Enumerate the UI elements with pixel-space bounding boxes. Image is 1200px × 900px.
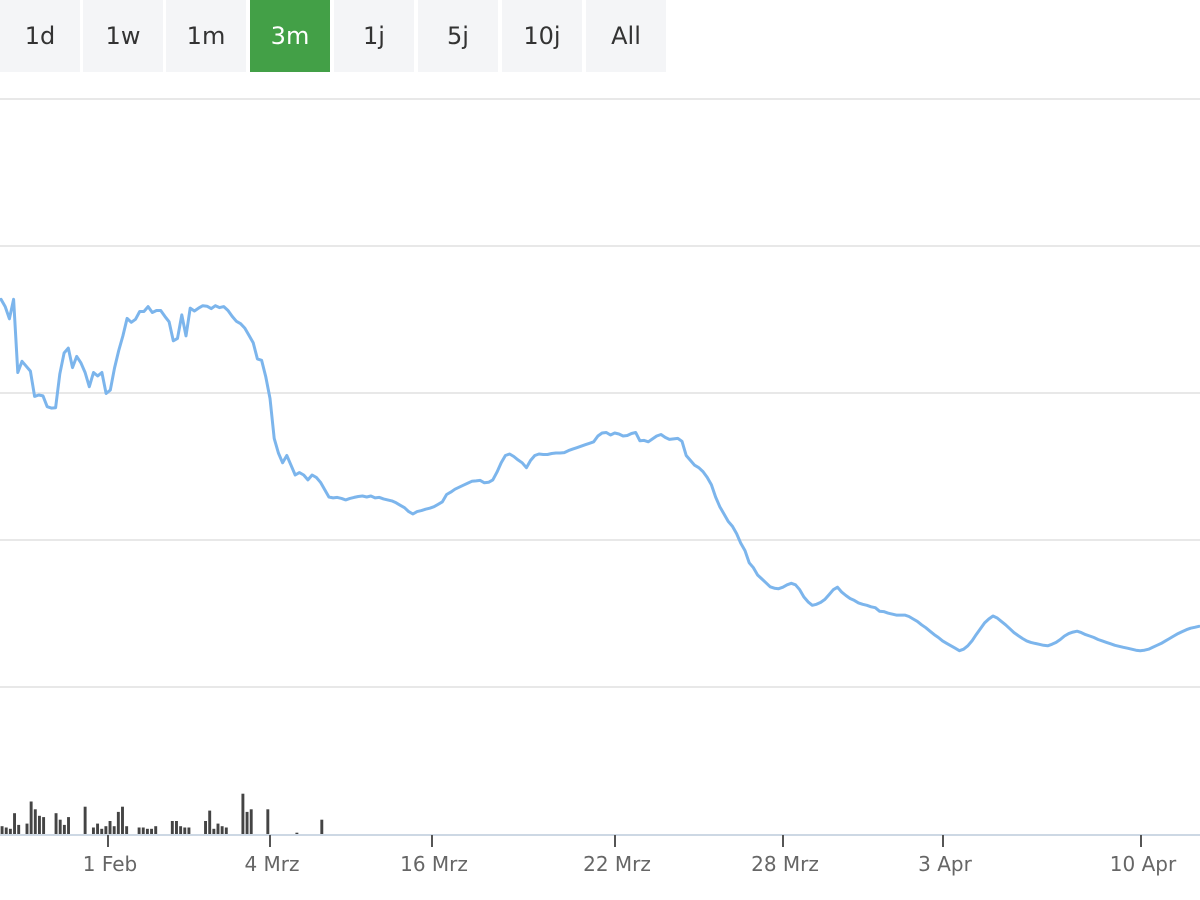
volume-bar — [100, 828, 104, 834]
volume-bar — [249, 809, 253, 834]
volume-bar — [208, 810, 212, 834]
volume-bar — [154, 826, 158, 834]
range-button-3m[interactable]: 3m — [250, 0, 330, 72]
x-tick-label: 28 Mrz — [751, 852, 819, 876]
price-series — [0, 297, 1200, 653]
volume-bar — [37, 815, 41, 834]
range-button-1d[interactable]: 1d — [0, 0, 80, 72]
volume-bar — [295, 832, 299, 834]
volume-bar — [108, 821, 112, 834]
volume-bar — [170, 821, 174, 834]
volume-bar — [29, 801, 33, 834]
volume-bar — [4, 827, 8, 834]
range-button-all[interactable]: All — [586, 0, 666, 72]
volume-bars — [0, 793, 324, 834]
range-button-5j[interactable]: 5j — [418, 0, 498, 72]
price-line — [0, 297, 1200, 653]
volume-bar — [96, 823, 100, 834]
volume-bar — [91, 827, 95, 834]
x-tick-label: 22 Mrz — [583, 852, 651, 876]
volume-bar — [220, 826, 224, 834]
range-button-10j[interactable]: 10j — [502, 0, 582, 72]
gridlines — [0, 98, 1200, 688]
volume-bar — [0, 826, 4, 834]
x-tick-label: 4 Mrz — [244, 852, 299, 876]
x-tick-label: 3 Apr — [918, 852, 972, 876]
volume-bar — [112, 826, 116, 834]
volume-bar — [137, 827, 141, 834]
volume-bar — [54, 813, 58, 834]
volume-bar — [25, 823, 29, 834]
volume-bar — [17, 824, 21, 834]
range-button-1m[interactable]: 1m — [166, 0, 246, 72]
volume-bar — [245, 811, 249, 834]
range-button-1w[interactable]: 1w — [83, 0, 163, 72]
volume-bar — [212, 828, 216, 834]
range-button-1j[interactable]: 1j — [334, 0, 414, 72]
volume-bar — [67, 817, 70, 834]
volume-bar — [150, 828, 154, 834]
volume-bar — [320, 819, 324, 834]
x-tick-label: 10 Apr — [1110, 852, 1177, 876]
x-axis: 1 Feb 4 Mrz 16 Mrz 22 Mrz 28 Mrz 3 Apr 10 Apr — [0, 834, 1200, 876]
volume-bar — [141, 827, 145, 834]
volume-bar — [116, 811, 120, 834]
volume-bar — [58, 819, 62, 834]
volume-bar — [33, 809, 37, 834]
volume-bar — [179, 826, 183, 834]
volume-bar — [241, 793, 245, 834]
x-tick-label: 1 Feb — [83, 852, 138, 876]
volume-bar — [83, 806, 87, 834]
volume-bar — [145, 828, 149, 834]
volume-bar — [104, 826, 108, 834]
volume-bar — [13, 813, 16, 834]
volume-bar — [216, 823, 220, 834]
volume-bar — [42, 817, 46, 834]
volume-bar — [62, 824, 66, 834]
volume-bar — [266, 809, 270, 834]
volume-bar — [187, 827, 191, 834]
volume-bar — [224, 827, 228, 834]
x-tick-label: 16 Mrz — [400, 852, 468, 876]
volume-bar — [125, 826, 129, 834]
volume-bar — [121, 806, 124, 834]
volume-bar — [204, 821, 207, 834]
volume-bar — [8, 828, 12, 834]
volume-bar — [183, 827, 187, 834]
volume-bar — [175, 821, 178, 834]
